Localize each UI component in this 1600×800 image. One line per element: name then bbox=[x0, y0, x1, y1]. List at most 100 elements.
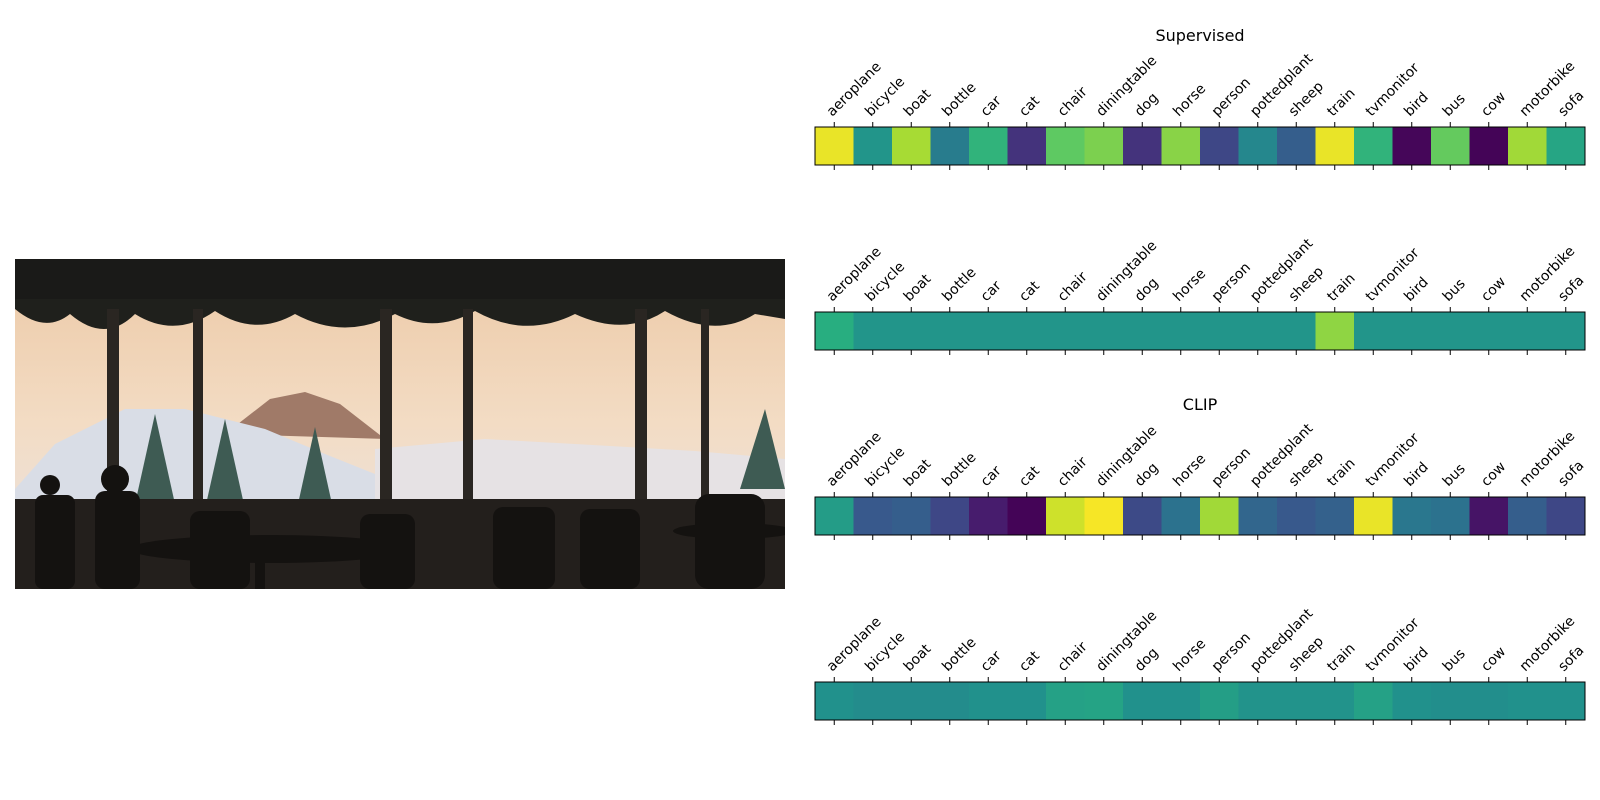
heatmap-cell-car bbox=[969, 682, 1009, 720]
tick-label: horse bbox=[1170, 81, 1209, 120]
heatmap-cell-sheep bbox=[1277, 127, 1317, 165]
tick-label: bus bbox=[1440, 646, 1469, 675]
heatmap-cell-tvmonitor bbox=[1354, 312, 1394, 350]
heatmap-cell-car bbox=[969, 497, 1009, 535]
heatmap-cell-cat bbox=[1007, 312, 1047, 350]
heatmap-cell-chair bbox=[1046, 312, 1086, 350]
trees bbox=[135, 409, 785, 509]
heatmap-cell-bus bbox=[1431, 127, 1471, 165]
heatmap-cell-cat bbox=[1007, 682, 1047, 720]
heatmap-cell-sofa bbox=[1546, 682, 1586, 720]
tick-label: bottle bbox=[939, 450, 979, 490]
heatmap-cell-pottedplant bbox=[1238, 312, 1278, 350]
heatmap-frame bbox=[814, 496, 1586, 536]
heatmap-cell-pottedplant bbox=[1238, 497, 1278, 535]
tick-label: horse bbox=[1170, 266, 1209, 305]
heatmap-cell-tvmonitor bbox=[1354, 497, 1394, 535]
heatmap-cell-bus bbox=[1431, 312, 1471, 350]
tick-label: bird bbox=[1401, 459, 1432, 490]
tick-label: cat bbox=[1016, 278, 1043, 305]
heatmap-frame bbox=[814, 126, 1586, 166]
heatmap-cell-sofa bbox=[1546, 127, 1586, 165]
tick-label: cow bbox=[1478, 644, 1509, 675]
tick-label: dog bbox=[1132, 275, 1162, 305]
heatmap-cell-tvmonitor bbox=[1354, 127, 1394, 165]
tick-label: train bbox=[1324, 85, 1358, 119]
heatmap-cell-person bbox=[1200, 497, 1240, 535]
tick-label: boat bbox=[901, 86, 935, 120]
heatmap-cell-train bbox=[1315, 312, 1355, 350]
heatmap-cell-car bbox=[969, 127, 1009, 165]
heatmap-cell-train bbox=[1315, 127, 1355, 165]
tick-label: horse bbox=[1170, 451, 1209, 490]
tick-label: chair bbox=[1055, 269, 1091, 305]
tick-label: bird bbox=[1401, 89, 1432, 120]
heatmap-cell-car bbox=[969, 312, 1009, 350]
heatmap-cell-sheep bbox=[1277, 497, 1317, 535]
heatmap-frame bbox=[814, 311, 1586, 351]
heatmap-cell-horse bbox=[1161, 127, 1201, 165]
heatmap-cell-sheep bbox=[1277, 682, 1317, 720]
heatmap-cell-horse bbox=[1161, 682, 1201, 720]
tick-label: person bbox=[1209, 445, 1254, 490]
tick-label: bottle bbox=[939, 265, 979, 305]
tick-label: bus bbox=[1440, 91, 1469, 120]
heatmap-cell-chair bbox=[1046, 497, 1086, 535]
heatmap-cell-bird bbox=[1392, 127, 1432, 165]
heatmap-cell-aeroplane bbox=[815, 312, 855, 350]
tick-label: bird bbox=[1401, 274, 1432, 305]
heatmap-cell-sofa bbox=[1546, 497, 1586, 535]
tick-label: dog bbox=[1132, 645, 1162, 675]
heatmap-cell-diningtable bbox=[1084, 127, 1124, 165]
window-frames bbox=[107, 309, 709, 509]
heatmap-frame bbox=[814, 681, 1586, 721]
tick-label: car bbox=[978, 463, 1005, 490]
heatmap-cell-bicycle bbox=[853, 127, 893, 165]
tick-label: car bbox=[978, 648, 1005, 675]
tick-label: bottle bbox=[939, 635, 979, 675]
heatmap-cell-bicycle bbox=[853, 682, 893, 720]
heatmap-cell-diningtable bbox=[1084, 497, 1124, 535]
heatmap-cell-horse bbox=[1161, 497, 1201, 535]
heatmap-cell-sofa bbox=[1546, 312, 1586, 350]
heatmap-cell-motorbike bbox=[1508, 127, 1548, 165]
heatmap-cell-cat bbox=[1007, 497, 1047, 535]
heatmap-cell-dog bbox=[1123, 312, 1163, 350]
heatmap-cell-aeroplane bbox=[815, 127, 855, 165]
heatmap-cell-chair bbox=[1046, 682, 1086, 720]
heatmap-cell-aeroplane bbox=[815, 497, 855, 535]
heatmap-cell-diningtable bbox=[1084, 312, 1124, 350]
tick-label: cow bbox=[1478, 459, 1509, 490]
heatmap-cell-diningtable bbox=[1084, 682, 1124, 720]
distant-fog bbox=[375, 439, 785, 504]
tick-label: car bbox=[978, 278, 1005, 305]
tick-label: bird bbox=[1401, 644, 1432, 675]
tick-label: horse bbox=[1170, 636, 1209, 675]
tick-label: cat bbox=[1016, 463, 1043, 490]
heatmap-cell-bottle bbox=[930, 497, 970, 535]
heatmap-cell-cow bbox=[1469, 312, 1509, 350]
tick-label: train bbox=[1324, 270, 1358, 304]
tick-label: sofa bbox=[1555, 273, 1587, 305]
heatmap-cell-dog bbox=[1123, 127, 1163, 165]
heatmap-cell-bird bbox=[1392, 312, 1432, 350]
heatmap-cell-cow bbox=[1469, 127, 1509, 165]
heatmap-cell-bottle bbox=[930, 127, 970, 165]
tick-label: dog bbox=[1132, 460, 1162, 490]
heatmap-cell-pottedplant bbox=[1238, 682, 1278, 720]
tick-label: boat bbox=[901, 456, 935, 490]
chart-title: Supervised bbox=[1155, 26, 1244, 45]
tick-label: person bbox=[1209, 630, 1254, 675]
tick-label: bottle bbox=[939, 80, 979, 120]
tick-label: dog bbox=[1132, 90, 1162, 120]
heatmap-cell-person bbox=[1200, 127, 1240, 165]
chart-title: CLIP bbox=[1183, 395, 1218, 414]
tick-label: sofa bbox=[1555, 458, 1587, 490]
tick-label: train bbox=[1324, 455, 1358, 489]
tick-label: chair bbox=[1055, 84, 1091, 120]
tick-label: cat bbox=[1016, 93, 1043, 120]
tick-label: cow bbox=[1478, 274, 1509, 305]
tick-label: person bbox=[1209, 75, 1254, 120]
